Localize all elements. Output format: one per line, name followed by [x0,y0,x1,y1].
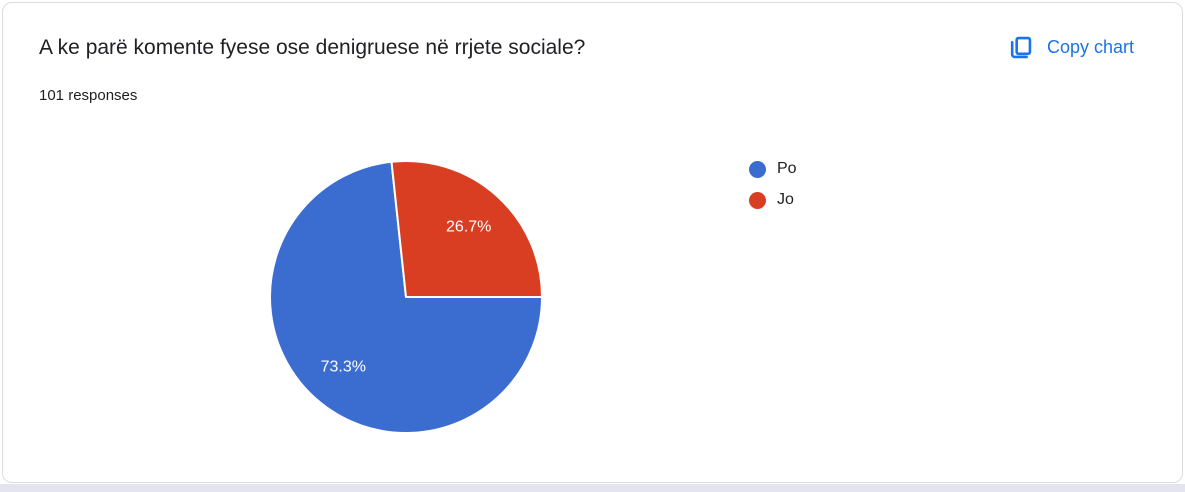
responses-count: 101 responses [39,87,138,104]
legend-dot [749,191,766,209]
legend-item-po: Po [749,160,797,178]
legend-label: Jo [777,191,794,208]
chart-card: A ke parë komente fyese ose denigruese n… [2,2,1183,483]
pie-slice-jo[interactable] [390,160,543,298]
copy-chart-label: Copy chart [1046,37,1134,57]
legend-item-jo: Jo [749,191,797,209]
pie-chart: 73.3% 26.7% [269,160,543,434]
copy-chart-button[interactable]: Copy chart [1005,30,1136,65]
legend-dot [749,160,766,178]
chart-legend: Po Jo [749,160,797,209]
legend-label: Po [777,160,797,177]
page-background-strip [0,484,1185,492]
pie-slice-label: 73.3% [321,358,366,375]
pie-slice-label: 26.7% [446,219,491,236]
chart-title: A ke parë komente fyese ose denigruese n… [39,36,586,59]
copy-chart-icon [1010,36,1032,59]
